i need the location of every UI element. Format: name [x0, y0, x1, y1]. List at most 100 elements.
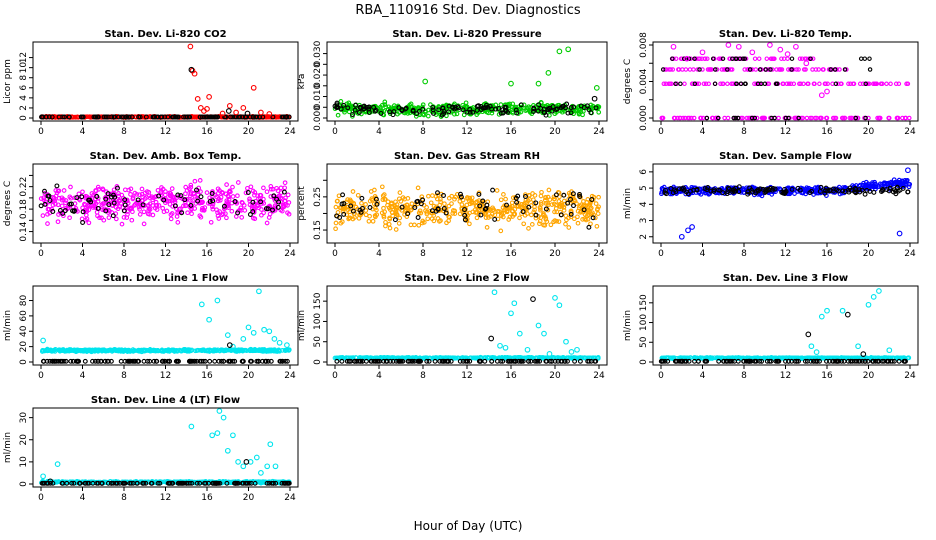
- x-tick-label: 4: [376, 249, 382, 259]
- data-point: [393, 199, 398, 205]
- data-point: [522, 192, 528, 197]
- data-point: [467, 195, 473, 201]
- data-point: [749, 115, 755, 121]
- data-point: [405, 211, 411, 217]
- data-point: [381, 205, 386, 211]
- data-point: [893, 81, 899, 87]
- data-point: [142, 190, 148, 196]
- data-point: [672, 115, 678, 121]
- data-point: [560, 109, 565, 115]
- data-point: [754, 115, 760, 121]
- data-point: [874, 81, 880, 87]
- data-point: [269, 347, 274, 353]
- data-point: [238, 208, 244, 213]
- data-point: [143, 114, 149, 120]
- data-point: [561, 198, 567, 204]
- data-point: [813, 67, 819, 72]
- data-point: [571, 104, 577, 110]
- x-tick-label: 4: [80, 127, 86, 137]
- data-point: [264, 189, 270, 195]
- data-point: [207, 349, 212, 354]
- data-point: [164, 208, 170, 214]
- data-point: [212, 358, 218, 364]
- data-point: [896, 180, 902, 185]
- data-point: [716, 356, 722, 361]
- data-point: [498, 102, 504, 107]
- data-point: [227, 358, 233, 364]
- data-point: [45, 347, 50, 353]
- data-point: [215, 213, 221, 219]
- data-point: [757, 67, 763, 72]
- data-point: [486, 110, 491, 116]
- data-point: [384, 358, 390, 364]
- data-point: [502, 344, 509, 351]
- data-point: [338, 99, 344, 104]
- data-point: [373, 107, 379, 113]
- data-point: [414, 111, 419, 117]
- data-point: [476, 103, 481, 109]
- data-point: [543, 195, 548, 201]
- data-point: [769, 192, 775, 197]
- data-point: [858, 56, 864, 61]
- data-point: [521, 221, 527, 227]
- data-point: [421, 220, 427, 225]
- data-point: [703, 56, 708, 61]
- data-point: [563, 221, 568, 227]
- x-tick-label: 24: [593, 249, 605, 259]
- data-point: [334, 213, 340, 219]
- data-point: [538, 106, 544, 111]
- data-point: [733, 115, 739, 121]
- data-point: [230, 343, 236, 350]
- data-point: [464, 358, 470, 364]
- data-point: [56, 195, 62, 201]
- data-point: [691, 67, 696, 72]
- data-point: [520, 209, 526, 215]
- data-point: [253, 198, 259, 204]
- data-point: [698, 115, 704, 121]
- data-point: [825, 81, 830, 87]
- data-point: [891, 181, 897, 187]
- data-point: [245, 190, 251, 195]
- data-point: [798, 81, 803, 87]
- data-point: [416, 222, 422, 228]
- data-point: [389, 204, 395, 210]
- data-point: [383, 219, 388, 225]
- x-tick-label: 0: [658, 249, 664, 259]
- data-point: [210, 204, 215, 210]
- x-tick-label: 16: [201, 371, 213, 381]
- data-point: [387, 215, 392, 221]
- data-point: [808, 356, 814, 361]
- data-point: [119, 114, 124, 120]
- data-point: [228, 114, 234, 120]
- data-point: [123, 348, 129, 354]
- data-point: [208, 114, 214, 120]
- data-point: [345, 105, 351, 111]
- data-point: [747, 67, 753, 72]
- data-point: [767, 42, 773, 48]
- data-point: [277, 348, 282, 354]
- data-points: [38, 178, 292, 227]
- data-point: [282, 198, 288, 204]
- data-point: [184, 114, 190, 120]
- data-point: [498, 358, 504, 364]
- data-point: [896, 81, 902, 87]
- data-point: [789, 56, 795, 61]
- data-point: [697, 56, 702, 61]
- data-point: [681, 56, 687, 61]
- data-point: [526, 358, 532, 364]
- data-point: [766, 81, 772, 87]
- data-point: [86, 197, 92, 203]
- data-point: [276, 339, 283, 346]
- data-point: [786, 115, 791, 121]
- data-point: [426, 193, 431, 199]
- data-point: [549, 202, 555, 207]
- data-point: [213, 114, 219, 120]
- x-tick-label: 16: [821, 127, 833, 137]
- data-point: [712, 81, 718, 87]
- data-point: [553, 206, 559, 211]
- data-point: [551, 196, 557, 202]
- data-point: [161, 209, 167, 215]
- data-point: [409, 358, 415, 364]
- data-point: [340, 192, 346, 198]
